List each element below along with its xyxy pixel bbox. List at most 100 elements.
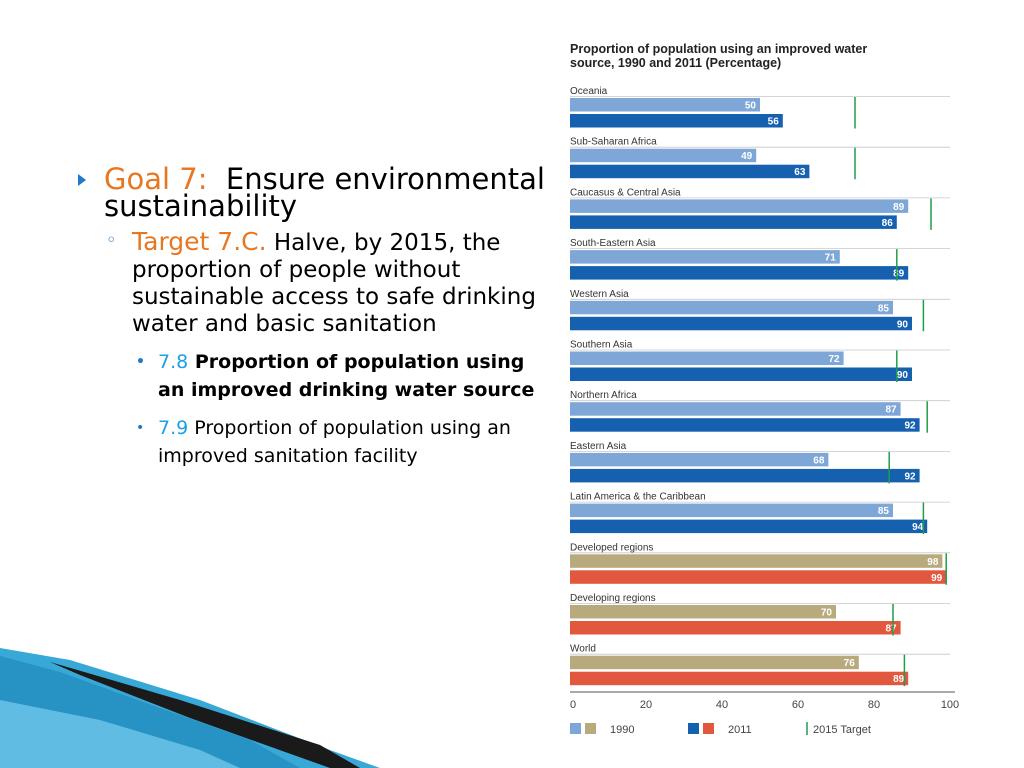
bar-2011 xyxy=(570,519,928,534)
bar-1990 xyxy=(570,199,909,213)
category-group: Eastern Asia 68 92 xyxy=(570,441,950,484)
indicator-text: Proportion of population using an improv… xyxy=(158,351,535,401)
category-group: Western Asia 85 90 xyxy=(570,289,950,332)
category-group: Caucasus & Central Asia 89 86 xyxy=(570,187,950,230)
bar-1990 xyxy=(570,452,829,467)
bar-1990 xyxy=(570,655,859,670)
bar-2011 xyxy=(570,621,901,635)
triangle-bullet-icon xyxy=(78,174,86,186)
indicator-item: • 7.8 Proportion of population using an … xyxy=(132,348,548,404)
x-tick-label: 60 xyxy=(792,699,804,711)
category-group: Developing regions 70 87 xyxy=(570,593,950,636)
water-source-chart: Proportion of population using an improv… xyxy=(570,42,959,736)
bar-1990 xyxy=(570,402,901,416)
category-label: Developing regions xyxy=(570,593,656,604)
bar-value-label: 85 xyxy=(878,506,890,517)
bar-value-label: 87 xyxy=(885,405,897,416)
category-group: World 76 89 xyxy=(570,644,950,687)
chart-title-line: Proportion of population using an improv… xyxy=(570,42,867,56)
goal-line: Goal 7: Ensure environmental sustainabil… xyxy=(78,165,548,221)
bar-value-label: 86 xyxy=(882,218,894,229)
bar-value-label: 72 xyxy=(828,354,840,365)
category-label: Caucasus & Central Asia xyxy=(570,187,681,198)
bar-1990 xyxy=(570,300,893,315)
slide-text: Goal 7: Ensure environmental sustainabil… xyxy=(78,165,548,470)
category-label: Developed regions xyxy=(570,542,653,553)
bar-value-label: 98 xyxy=(927,557,939,568)
bar-1990 xyxy=(570,351,844,365)
bar-value-label: 89 xyxy=(893,674,905,685)
category-group: Sub-Saharan Africa 49 63 xyxy=(570,137,950,180)
category-label: Sub-Saharan Africa xyxy=(570,137,657,148)
bar-1990 xyxy=(570,554,943,568)
legend-label: 2015 Target xyxy=(813,724,871,736)
bar-value-label: 92 xyxy=(904,421,916,432)
indicator-text: Proportion of population using an improv… xyxy=(158,417,511,467)
target-label: Target 7.C. xyxy=(132,227,267,256)
bar-2011 xyxy=(570,418,920,432)
bar-1990 xyxy=(570,148,757,163)
bar-2011 xyxy=(570,114,783,128)
bar-2011 xyxy=(570,367,912,381)
target-line: ◦ Target 7.C. Halve, by 2015, the propor… xyxy=(104,228,548,338)
category-group: Latin America & the Caribbean 85 94 xyxy=(570,492,950,535)
bar-1990 xyxy=(570,98,760,112)
bar-value-label: 56 xyxy=(768,117,780,128)
dot-bullet-icon: • xyxy=(136,420,145,436)
indicator-item: • 7.9 Proportion of population using an … xyxy=(132,414,548,470)
legend-swatch-2011-region xyxy=(688,723,699,734)
category-label: Northern Africa xyxy=(570,390,637,401)
bar-value-label: 92 xyxy=(904,471,916,482)
legend-swatch-1990-region xyxy=(570,723,581,734)
category-group: Developed regions 98 99 xyxy=(570,542,950,585)
goal-label: Goal 7: xyxy=(104,162,208,196)
category-label: South-Eastern Asia xyxy=(570,238,656,249)
category-group: Oceania 50 56 xyxy=(570,86,950,129)
x-tick-label: 100 xyxy=(941,699,959,711)
bar-2011 xyxy=(570,215,897,229)
bar-value-label: 49 xyxy=(741,151,753,162)
bar-value-label: 70 xyxy=(821,608,833,619)
category-label: Western Asia xyxy=(570,289,629,300)
bar-2011 xyxy=(570,468,920,483)
dot-bullet-icon: • xyxy=(136,354,145,370)
bar-value-label: 76 xyxy=(844,658,856,669)
bar-1990 xyxy=(570,250,840,264)
bar-2011 xyxy=(570,164,810,179)
bar-value-label: 90 xyxy=(897,370,909,381)
chart-legend: 1990 2011 2015 Target xyxy=(570,722,871,736)
legend-swatch-1990-aggregate xyxy=(585,723,596,734)
bar-2011 xyxy=(570,266,909,280)
category-label: Southern Asia xyxy=(570,340,633,351)
legend-swatch-2011-aggregate xyxy=(703,723,714,734)
bar-value-label: 94 xyxy=(912,522,924,533)
bar-value-label: 90 xyxy=(897,319,909,330)
chart-title-line: source, 1990 and 2011 (Percentage) xyxy=(570,56,781,70)
bar-value-label: 71 xyxy=(825,253,837,264)
bar-2011 xyxy=(570,316,912,331)
x-tick-label: 80 xyxy=(868,699,880,711)
bar-1990 xyxy=(570,605,836,619)
bar-2011 xyxy=(570,671,909,686)
bar-value-label: 87 xyxy=(885,624,897,635)
category-label: World xyxy=(570,644,596,655)
category-label: Eastern Asia xyxy=(570,441,627,452)
goal-text: Ensure environmental sustainability xyxy=(104,162,545,223)
category-group: South-Eastern Asia 71 89 xyxy=(570,238,950,281)
chart-title: Proportion of population using an improv… xyxy=(570,42,867,70)
bar-2011 xyxy=(570,570,947,584)
bar-1990 xyxy=(570,503,893,518)
target-text: Halve, by 2015, the proportion of people… xyxy=(132,230,536,337)
category-label: Oceania xyxy=(570,86,608,97)
legend-label: 2011 xyxy=(728,724,752,736)
category-label: Latin America & the Caribbean xyxy=(570,492,706,503)
bar-value-label: 99 xyxy=(931,573,943,584)
legend-label: 1990 xyxy=(610,724,634,736)
x-tick-label: 20 xyxy=(640,699,652,711)
x-tick-label: 0 xyxy=(570,699,576,711)
bar-value-label: 63 xyxy=(794,167,806,178)
indicator-number: 7.9 xyxy=(158,417,189,439)
circle-bullet-icon: ◦ xyxy=(106,230,117,251)
bar-value-label: 68 xyxy=(813,455,825,466)
